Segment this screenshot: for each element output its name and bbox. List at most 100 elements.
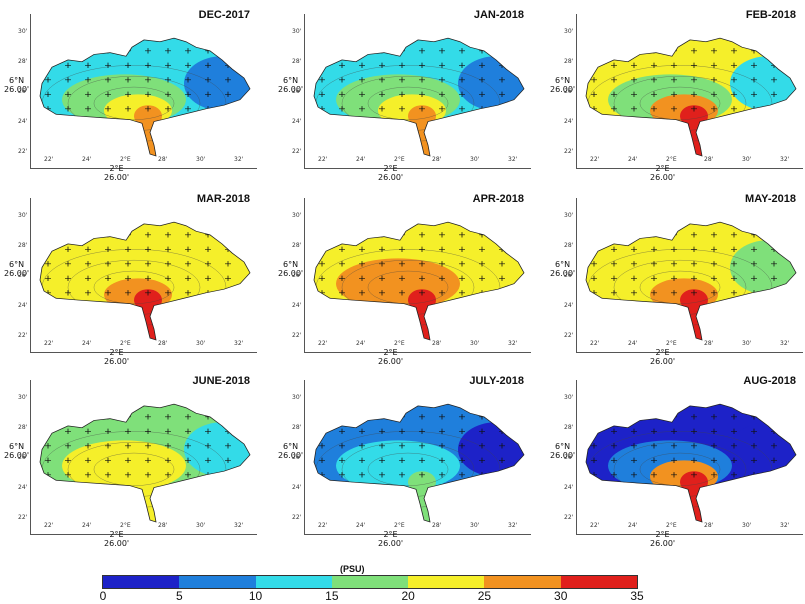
x-tick-label: 30' xyxy=(470,340,480,347)
station-marker xyxy=(459,48,465,54)
colorbar-tick-label: 30 xyxy=(554,589,568,603)
station-marker xyxy=(771,472,777,478)
station-marker xyxy=(479,77,485,83)
station-marker xyxy=(771,106,777,112)
station-marker xyxy=(691,77,697,83)
station-marker xyxy=(691,428,697,435)
station-marker xyxy=(439,275,445,282)
station-marker xyxy=(611,472,617,478)
station-marker xyxy=(379,91,385,98)
station-marker xyxy=(339,443,345,449)
station-marker xyxy=(439,246,445,253)
station-marker xyxy=(145,414,151,420)
x-axis-label: 2°E 26.00' xyxy=(650,348,676,366)
station-marker xyxy=(691,246,697,253)
station-marker xyxy=(519,106,524,112)
y-tick-label: 30' xyxy=(292,394,302,401)
station-marker xyxy=(165,261,171,267)
panel-title: DEC-2017 xyxy=(198,9,250,21)
x-tick-label: 32' xyxy=(234,156,244,163)
station-marker xyxy=(419,48,425,54)
station-marker xyxy=(145,275,151,282)
station-marker xyxy=(671,106,677,112)
axes-frame xyxy=(304,198,531,353)
salinity-map xyxy=(39,403,251,523)
station-marker xyxy=(45,261,51,267)
panel-title: JAN-2018 xyxy=(473,9,524,21)
contour-line xyxy=(93,86,175,120)
station-marker xyxy=(459,290,465,296)
station-marker xyxy=(419,443,425,449)
station-marker xyxy=(791,62,796,69)
station-marker xyxy=(185,428,191,435)
salinity-map xyxy=(585,37,797,157)
river-mouth xyxy=(688,119,702,156)
station-marker xyxy=(591,261,597,267)
y-tick-label: 24' xyxy=(18,302,28,309)
station-marker xyxy=(479,275,485,282)
station-marker xyxy=(205,457,211,464)
station-marker xyxy=(245,62,250,69)
station-marker xyxy=(225,77,231,83)
coastline-outline xyxy=(585,37,797,157)
station-marker xyxy=(319,275,325,282)
station-marker xyxy=(185,290,191,296)
station-marker xyxy=(145,290,151,296)
station-marker xyxy=(611,275,617,282)
x-tick-label: 22' xyxy=(44,522,54,529)
river-mouth xyxy=(142,303,156,340)
x-axis-label: 2°E 26.00' xyxy=(378,164,404,182)
station-marker xyxy=(631,443,637,449)
station-marker xyxy=(591,428,597,435)
station-marker xyxy=(205,91,211,98)
station-marker xyxy=(105,91,111,98)
station-marker xyxy=(731,290,737,296)
station-marker xyxy=(85,246,91,253)
x-tick-label: 2°E xyxy=(666,156,677,163)
station-marker xyxy=(751,443,757,449)
y-tick-label: 24' xyxy=(564,302,574,309)
river-mouth xyxy=(688,303,702,340)
station-marker xyxy=(165,472,171,478)
station-marker xyxy=(651,261,657,267)
x-tick-label: 2°E xyxy=(120,340,131,347)
station-marker xyxy=(185,246,191,253)
station-marker xyxy=(459,414,465,420)
station-marker xyxy=(631,77,637,83)
x-tick-label: 24' xyxy=(356,340,366,347)
station-marker xyxy=(591,275,597,282)
x-axis-label: 2°E 26.00' xyxy=(378,530,404,548)
station-marker xyxy=(379,106,385,112)
station-marker xyxy=(591,48,597,54)
station-marker xyxy=(359,232,365,238)
river-mouth xyxy=(142,119,156,156)
station-marker xyxy=(165,275,171,282)
station-marker xyxy=(611,443,617,449)
y-tick-label: 24' xyxy=(292,118,302,125)
x-tick-label: 24' xyxy=(628,522,638,529)
x-axis-label: 2°E 26.00' xyxy=(104,530,130,548)
station-marker xyxy=(399,443,405,449)
station-marker xyxy=(691,290,697,296)
station-marker xyxy=(185,91,191,98)
station-marker xyxy=(499,106,505,112)
station-marker xyxy=(479,443,485,449)
station-marker xyxy=(225,457,231,464)
station-marker xyxy=(45,232,51,238)
contour-line xyxy=(93,270,175,304)
river-mouth xyxy=(142,485,156,522)
station-marker xyxy=(359,246,365,253)
station-marker xyxy=(439,414,445,420)
station-marker xyxy=(379,428,385,435)
station-marker xyxy=(65,290,71,296)
station-marker xyxy=(145,48,151,54)
station-marker xyxy=(731,77,737,83)
station-marker xyxy=(205,275,211,282)
x-tick-label: 22' xyxy=(590,340,600,347)
station-marker xyxy=(731,246,737,253)
station-marker xyxy=(339,106,345,112)
station-marker xyxy=(185,106,191,112)
station-marker xyxy=(45,457,51,464)
station-marker xyxy=(611,457,617,464)
station-marker xyxy=(691,91,697,98)
